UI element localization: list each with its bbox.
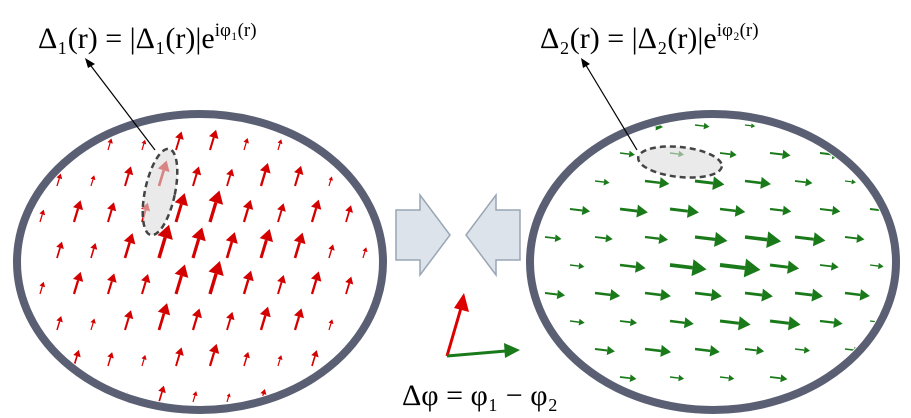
field-arrow-head [363,393,367,397]
right-equation-exponent: iφ₂(r) [717,20,759,41]
phase-green-arrow [447,351,506,356]
field-arrow-shaft [845,181,852,182]
field-arrow-head [91,393,95,397]
field-arrow-shaft [570,153,580,154]
field-arrow-head [551,348,555,352]
phase-equation: Δφ = φ₁ − φ₂ [402,379,558,412]
field-arrow-shaft [845,125,852,126]
field-arrow-shaft [545,125,551,126]
phase-red-arrow [447,308,461,356]
field-arrow-shaft [295,394,297,402]
field-arrow-shaft [363,181,365,186]
field-arrow-shaft [91,397,93,402]
field-arrow-shaft [795,125,801,126]
field-arrow-shaft [545,181,551,182]
field-arrow-shaft [570,377,580,378]
left-equation-base: Δ₁(r) = |Δ₁(r)|e [38,22,215,55]
field-arrow-head [801,124,805,128]
page: {"left_label": {"base": "Δ₁(r) = |Δ₁(r)|… [0,0,911,418]
field-arrow-head [878,151,883,157]
field-arrow-head [329,393,333,397]
field-arrow-shaft [745,125,751,126]
field-arrow-shaft [595,125,604,126]
phase-green-head [504,343,520,358]
field-arrow-head [311,134,318,141]
field-arrow-shaft [870,377,879,378]
field-arrow-shaft [363,397,365,402]
field-arrow-shaft [346,144,348,150]
left-block-arrow [466,195,520,275]
right-equation: Δ₂(r) = |Δ₂(r)|eiφ₂(r) [540,20,759,55]
field-arrow-shaft [346,358,348,366]
field-arrow-shaft [57,397,59,402]
field-arrow-shaft [40,361,42,366]
diagram: Δ₁(r) = |Δ₁(r)|eiφ₁(r) Δ₂(r) = |Δ₂(r)|ei… [0,0,911,418]
field-arrow-head [346,140,351,145]
field-arrow-head [580,374,587,382]
field-arrow-shaft [545,349,551,350]
phase-red-head [454,293,469,312]
field-arrow-shaft [40,145,42,150]
left-equation-exponent: iφ₁(r) [215,20,257,41]
field-arrow-head [363,177,367,181]
field-arrow-head [40,141,44,145]
field-arrow-head [878,375,884,382]
field-arrow-shaft [329,397,331,402]
field-arrow-shaft [870,153,878,154]
left-pointer-head [85,58,95,68]
right-block-arrow [396,195,450,275]
left-equation: Δ₁(r) = |Δ₁(r)|eiφ₁(r) [38,20,257,55]
field-arrow-head [40,357,44,361]
left-domain [17,114,383,410]
right-pointer-head [581,58,590,68]
field-arrow-head [550,124,554,128]
field-arrow-head [73,135,80,142]
field-arrow-head [852,123,857,128]
field-arrow-head [604,123,610,130]
right-equation-base: Δ₂(r) = |Δ₂(r)|e [540,22,717,55]
field-arrow-head [57,393,61,397]
